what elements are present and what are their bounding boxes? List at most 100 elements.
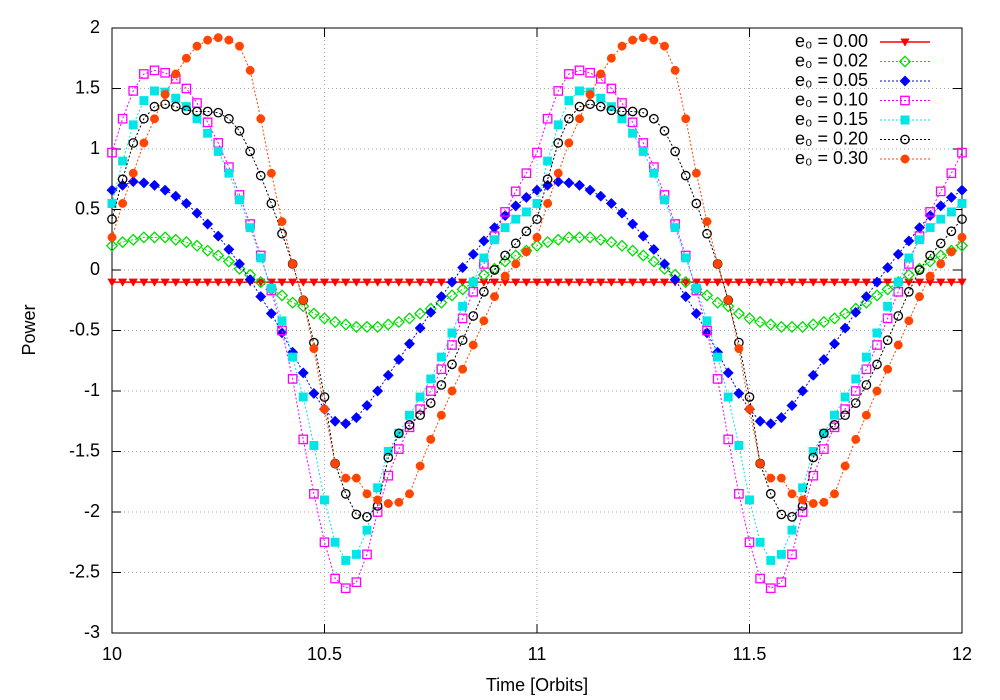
point	[478, 235, 490, 247]
point	[425, 306, 437, 318]
point	[575, 86, 584, 96]
point	[680, 170, 691, 181]
point	[946, 247, 956, 257]
point	[339, 318, 352, 331]
y-tick-label: -1.5	[69, 440, 100, 460]
point	[341, 473, 351, 483]
legend-marker	[900, 134, 910, 145]
point	[330, 459, 340, 469]
point	[329, 315, 342, 329]
point	[320, 495, 329, 505]
point	[415, 461, 425, 471]
point	[658, 258, 671, 270]
point	[584, 184, 596, 196]
legend-label: e₀ = 0.30	[795, 148, 868, 168]
point	[277, 278, 287, 287]
point	[681, 253, 691, 263]
point	[605, 236, 618, 249]
point	[139, 138, 149, 148]
point	[615, 239, 629, 252]
point	[691, 283, 701, 293]
point	[521, 247, 531, 257]
x-axis-label: Time [Orbits]	[486, 675, 588, 695]
point	[202, 106, 213, 117]
point	[426, 434, 436, 444]
point	[765, 583, 776, 594]
point	[839, 322, 851, 334]
point	[511, 259, 521, 269]
point	[807, 369, 819, 381]
point	[574, 278, 585, 287]
point	[850, 398, 861, 408]
point	[383, 499, 393, 508]
point	[606, 83, 617, 94]
point	[171, 69, 181, 79]
point	[500, 271, 510, 281]
point	[362, 525, 372, 535]
point	[840, 461, 850, 471]
point	[319, 278, 330, 287]
point	[681, 278, 691, 287]
point	[787, 549, 797, 560]
point	[552, 233, 565, 246]
point	[405, 489, 414, 499]
point	[934, 249, 947, 262]
point	[945, 191, 957, 203]
point	[309, 278, 319, 287]
point	[744, 537, 755, 548]
point	[521, 278, 532, 287]
point	[415, 404, 425, 415]
point	[266, 283, 276, 293]
point	[521, 168, 532, 179]
point	[118, 156, 128, 166]
point	[436, 380, 447, 390]
point	[617, 278, 627, 287]
point	[585, 99, 595, 110]
point	[266, 198, 277, 209]
point	[713, 259, 723, 269]
point	[882, 313, 893, 324]
point	[405, 410, 414, 420]
point	[702, 278, 712, 287]
point	[637, 230, 649, 242]
point	[596, 278, 606, 287]
legend-marker	[900, 154, 910, 164]
point	[128, 278, 138, 287]
point	[882, 262, 894, 274]
point	[139, 113, 149, 124]
point	[457, 262, 469, 274]
point	[829, 420, 840, 430]
point	[595, 101, 606, 112]
point	[755, 573, 765, 584]
point	[351, 509, 362, 520]
point	[298, 278, 308, 287]
point	[107, 232, 117, 242]
point	[139, 69, 149, 79]
point	[648, 243, 660, 255]
point	[531, 184, 543, 196]
point	[468, 340, 478, 350]
point	[382, 318, 395, 331]
point	[532, 278, 542, 287]
point	[617, 106, 627, 117]
point	[288, 259, 298, 269]
point	[275, 289, 289, 302]
point	[107, 214, 117, 225]
point	[245, 223, 255, 233]
point	[594, 233, 607, 246]
point	[798, 495, 808, 505]
point	[787, 511, 797, 522]
point	[585, 278, 595, 287]
point	[606, 53, 616, 63]
point	[415, 278, 425, 287]
point	[521, 226, 532, 237]
point	[627, 278, 638, 287]
point	[744, 278, 755, 287]
point	[298, 434, 309, 445]
point	[563, 177, 575, 189]
point	[489, 278, 500, 287]
point	[670, 146, 680, 157]
point	[628, 128, 638, 138]
point	[617, 98, 627, 108]
point	[723, 434, 734, 445]
